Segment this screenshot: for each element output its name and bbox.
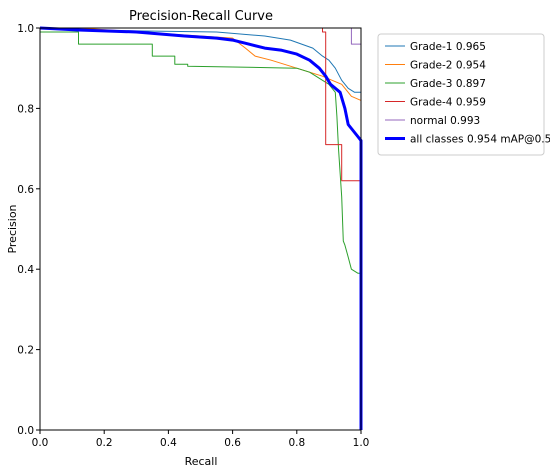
legend-label: normal 0.993 [410,115,480,127]
series-line-2 [40,27,362,430]
x-tick-label: 0.0 [32,437,49,449]
plot-area [39,26,363,430]
y-tick-label: 0.0 [17,425,34,437]
legend-label: Grade-2 0.954 [410,60,486,72]
x-tick-label: 0.2 [96,437,113,449]
series-line-4 [40,27,362,430]
series-line-6 [39,26,363,430]
legend: Grade-1 0.965 Grade-2 0.954 Grade-3 0.897 G… [377,33,550,156]
x-axis-label: Recall [185,455,218,468]
axes-frame [39,27,362,431]
x-tick-label: 0.4 [160,437,177,449]
series-line-5 [40,27,362,430]
y-axis-label: Precision [6,204,19,253]
legend-label: all classes 0.954 mAP@0.5 [410,134,550,146]
y-tick-label: 0.4 [17,264,34,276]
chart-title: Precision-Recall Curve [129,9,273,24]
y-tick-label: 0.2 [17,345,34,357]
x-tick-label: 0.6 [224,437,241,449]
legend-label: Grade-3 0.897 [410,78,486,90]
legend-label: Grade-4 0.959 [410,97,486,109]
y-tick-label: 0.8 [17,103,34,115]
series-line-3 [40,31,362,430]
axes: 0.0 0.2 0.4 0.6 0.8 1.0 0.0 0.2 0.4 0.6 0.8 1.0 [17,23,369,449]
series-line-1 [40,27,362,430]
y-tick-label: 1.0 [17,23,34,35]
y-tick-label: 0.6 [17,184,34,196]
legend-box [377,33,545,156]
x-tick-label: 1.0 [353,437,370,449]
legend-label: Grade-1 0.965 [410,41,486,53]
x-tick-label: 0.8 [288,437,305,449]
